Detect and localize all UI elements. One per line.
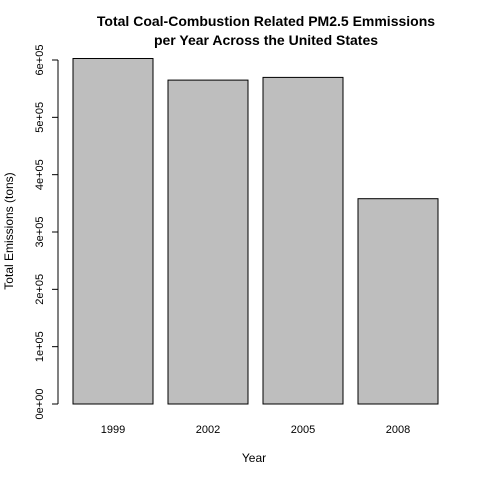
bar-2002	[167, 79, 249, 405]
bar-2005	[262, 76, 344, 405]
chart-title-line-2: per Year Across the United States	[154, 32, 378, 48]
bar-1999	[72, 57, 154, 405]
x-axis-labels: 1999 2002 2005 2008	[101, 424, 410, 436]
bars-group	[72, 57, 439, 405]
y-axis-label: Total Emissions (tons)	[2, 172, 16, 289]
y-tick-label: 3e+05	[34, 217, 46, 248]
bar-2008	[357, 198, 439, 405]
y-axis: 0e+00 1e+05 2e+05 3e+05 4e+05 5e+05 6e+05	[34, 45, 59, 420]
y-tick-label: 1e+05	[34, 331, 46, 362]
y-tick-label: 2e+05	[34, 274, 46, 305]
y-tick-label: 4e+05	[34, 159, 46, 190]
x-tick-label-2002: 2002	[196, 424, 220, 436]
x-tick-label-1999: 1999	[101, 424, 125, 436]
y-tick-label: 0e+00	[34, 389, 46, 420]
y-tick-label: 5e+05	[34, 102, 46, 133]
x-axis-label: Year	[242, 451, 266, 465]
x-tick-label-2005: 2005	[291, 424, 315, 436]
x-tick-label-2008: 2008	[386, 424, 410, 436]
chart-title-line-1: Total Coal-Combustion Related PM2.5 Emmi…	[97, 13, 435, 29]
y-tick-label: 6e+05	[34, 45, 46, 76]
